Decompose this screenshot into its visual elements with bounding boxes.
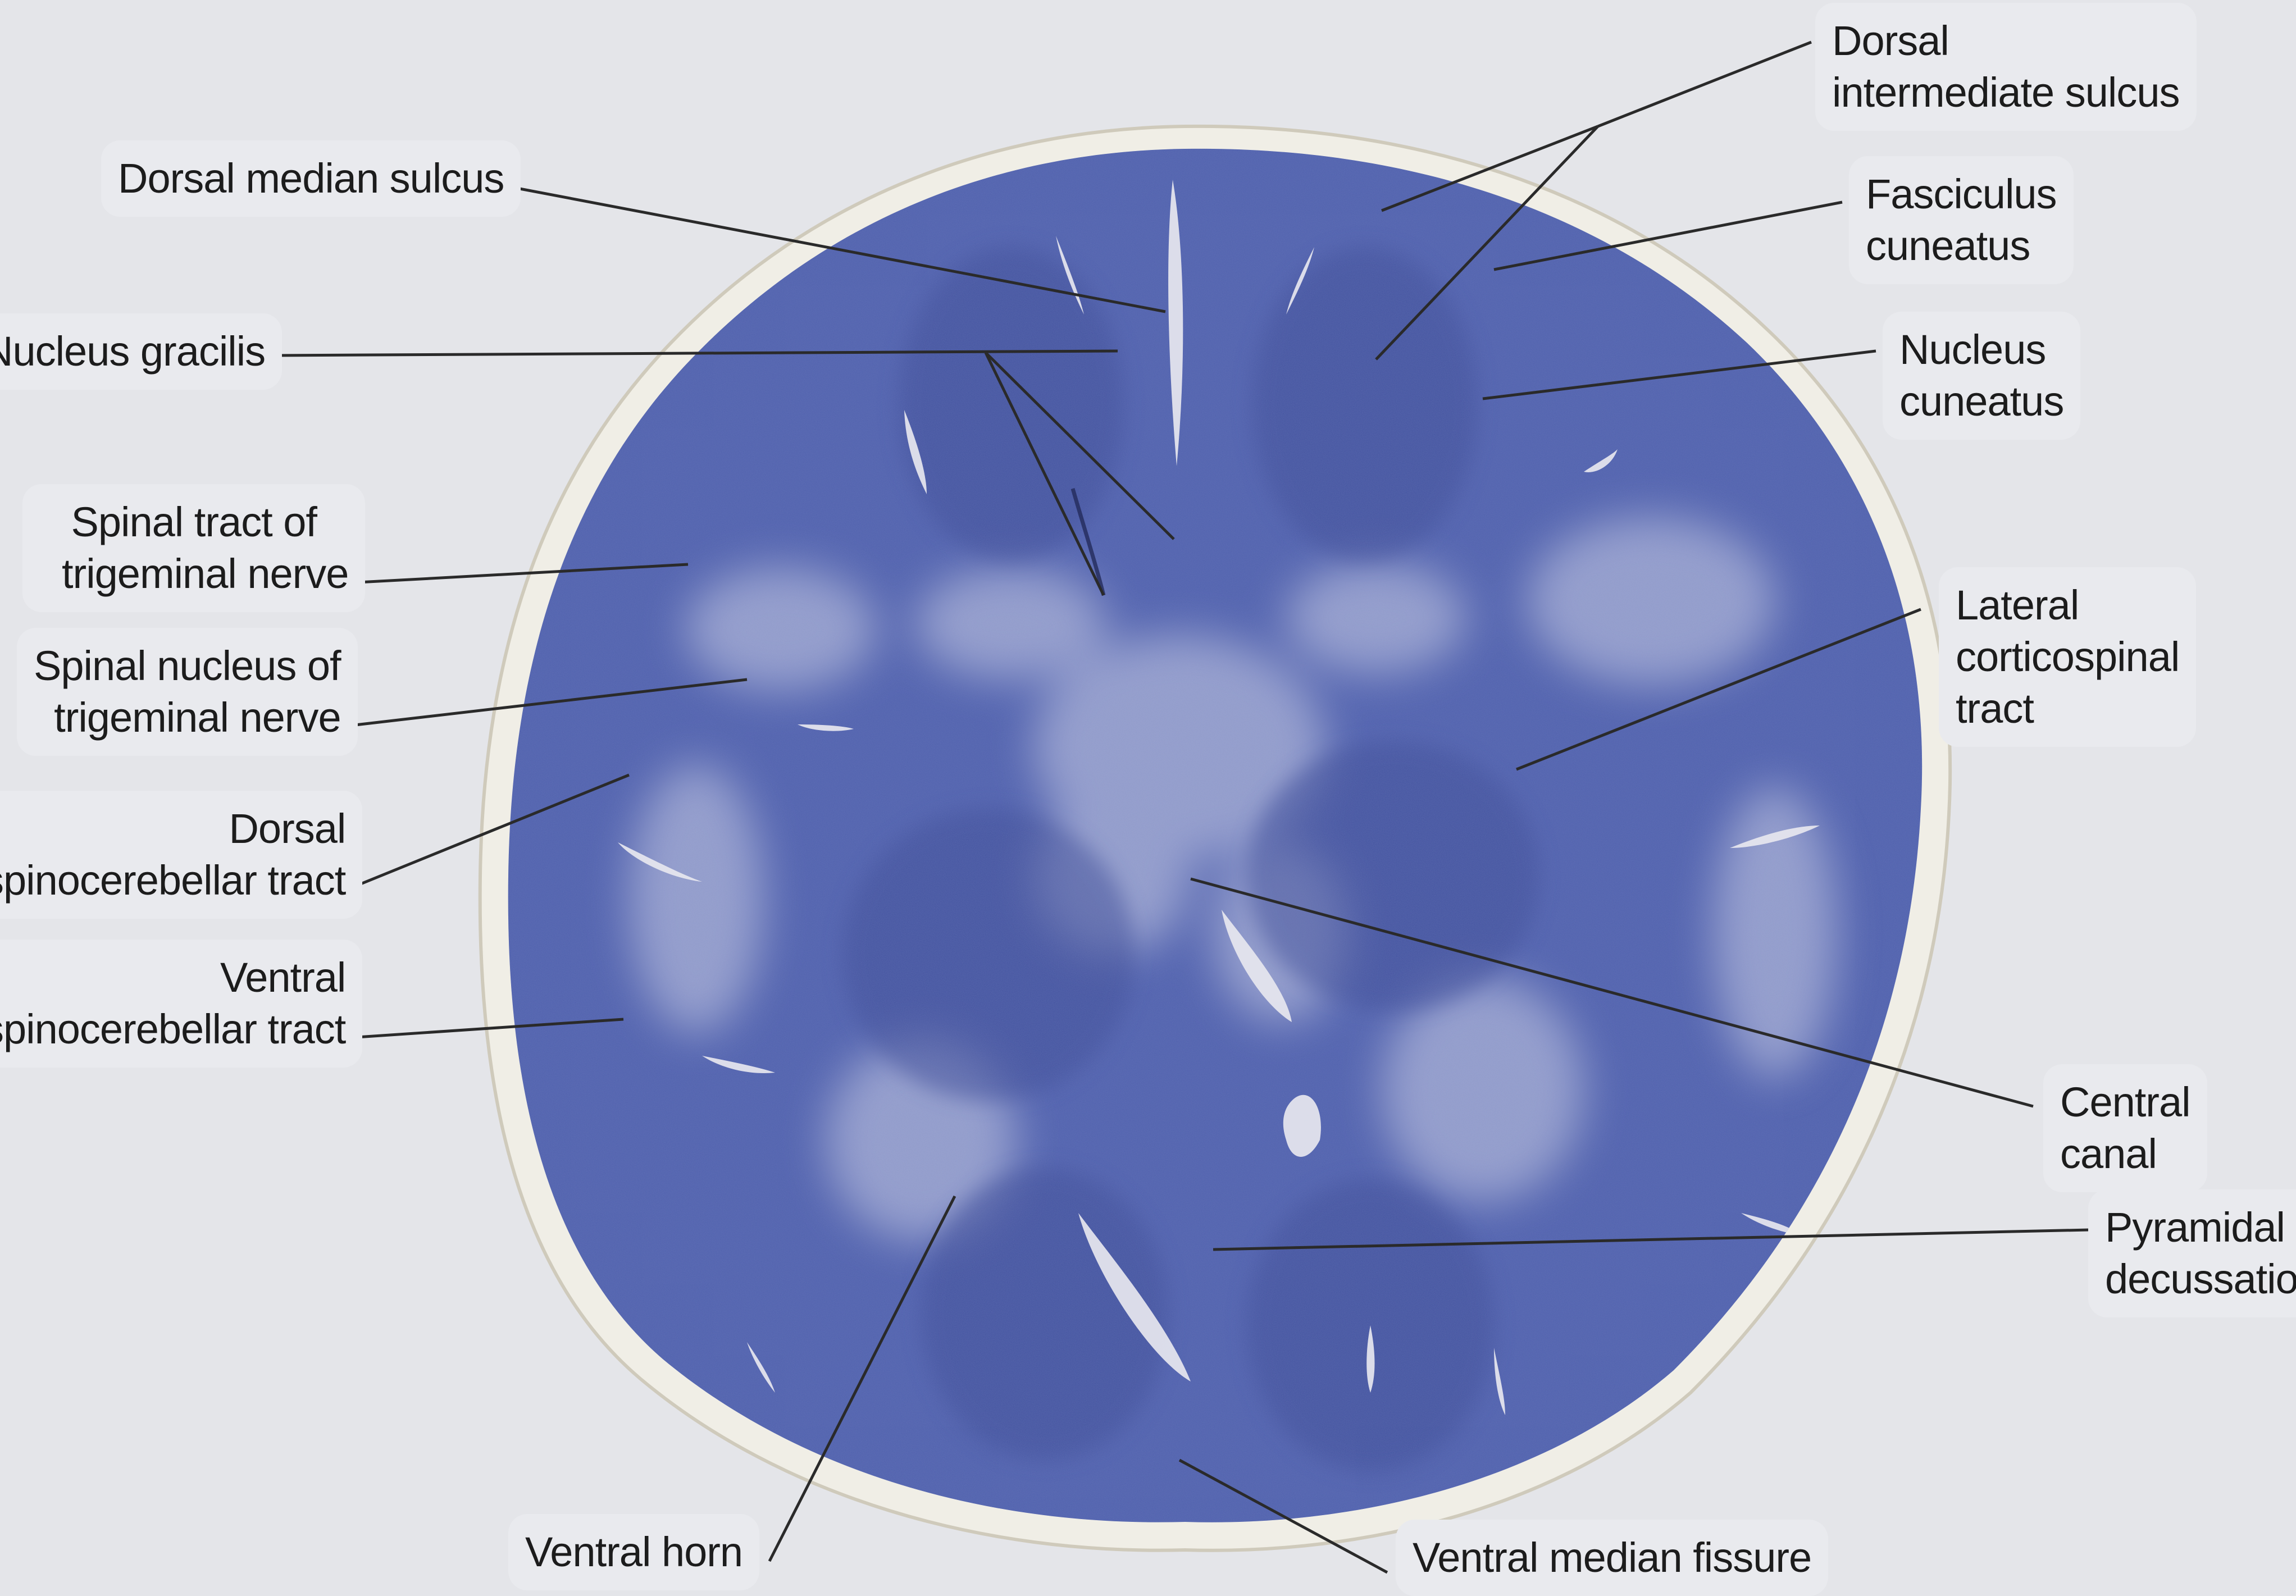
label-spinal-nucleus-trigeminal: Spinal nucleus of trigeminal nerve — [17, 628, 358, 756]
label-nucleus-cuneatus: Nucleus cuneatus — [1883, 312, 2081, 440]
label-ventral-spinocerebellar-tract: Ventral spinocerebellar tract — [0, 940, 363, 1068]
label-fasciculus-cuneatus: Fasciculus cuneatus — [1849, 156, 2074, 284]
label-central-canal: Central canal — [2043, 1064, 2207, 1192]
label-dorsal-intermediate-sulcus: Dorsal intermediate sulcus — [1815, 3, 2197, 131]
label-pyramidal-decussation: Pyramidal decussation — [2088, 1189, 2296, 1317]
label-dorsal-spinocerebellar-tract: Dorsal spinocerebellar tract — [0, 791, 363, 919]
label-spinal-tract-trigeminal: Spinal tract of trigeminal nerve — [22, 484, 366, 612]
label-ventral-median-fissure: Ventral median fissure — [1396, 1520, 1829, 1596]
label-nucleus-gracilis: Nucleus gracilis — [0, 313, 283, 390]
label-dorsal-median-sulcus: Dorsal median sulcus — [101, 140, 521, 217]
label-lateral-corticospinal-tract: Lateral corticospinal tract — [1939, 567, 2197, 747]
label-ventral-horn: Ventral horn — [508, 1514, 760, 1590]
